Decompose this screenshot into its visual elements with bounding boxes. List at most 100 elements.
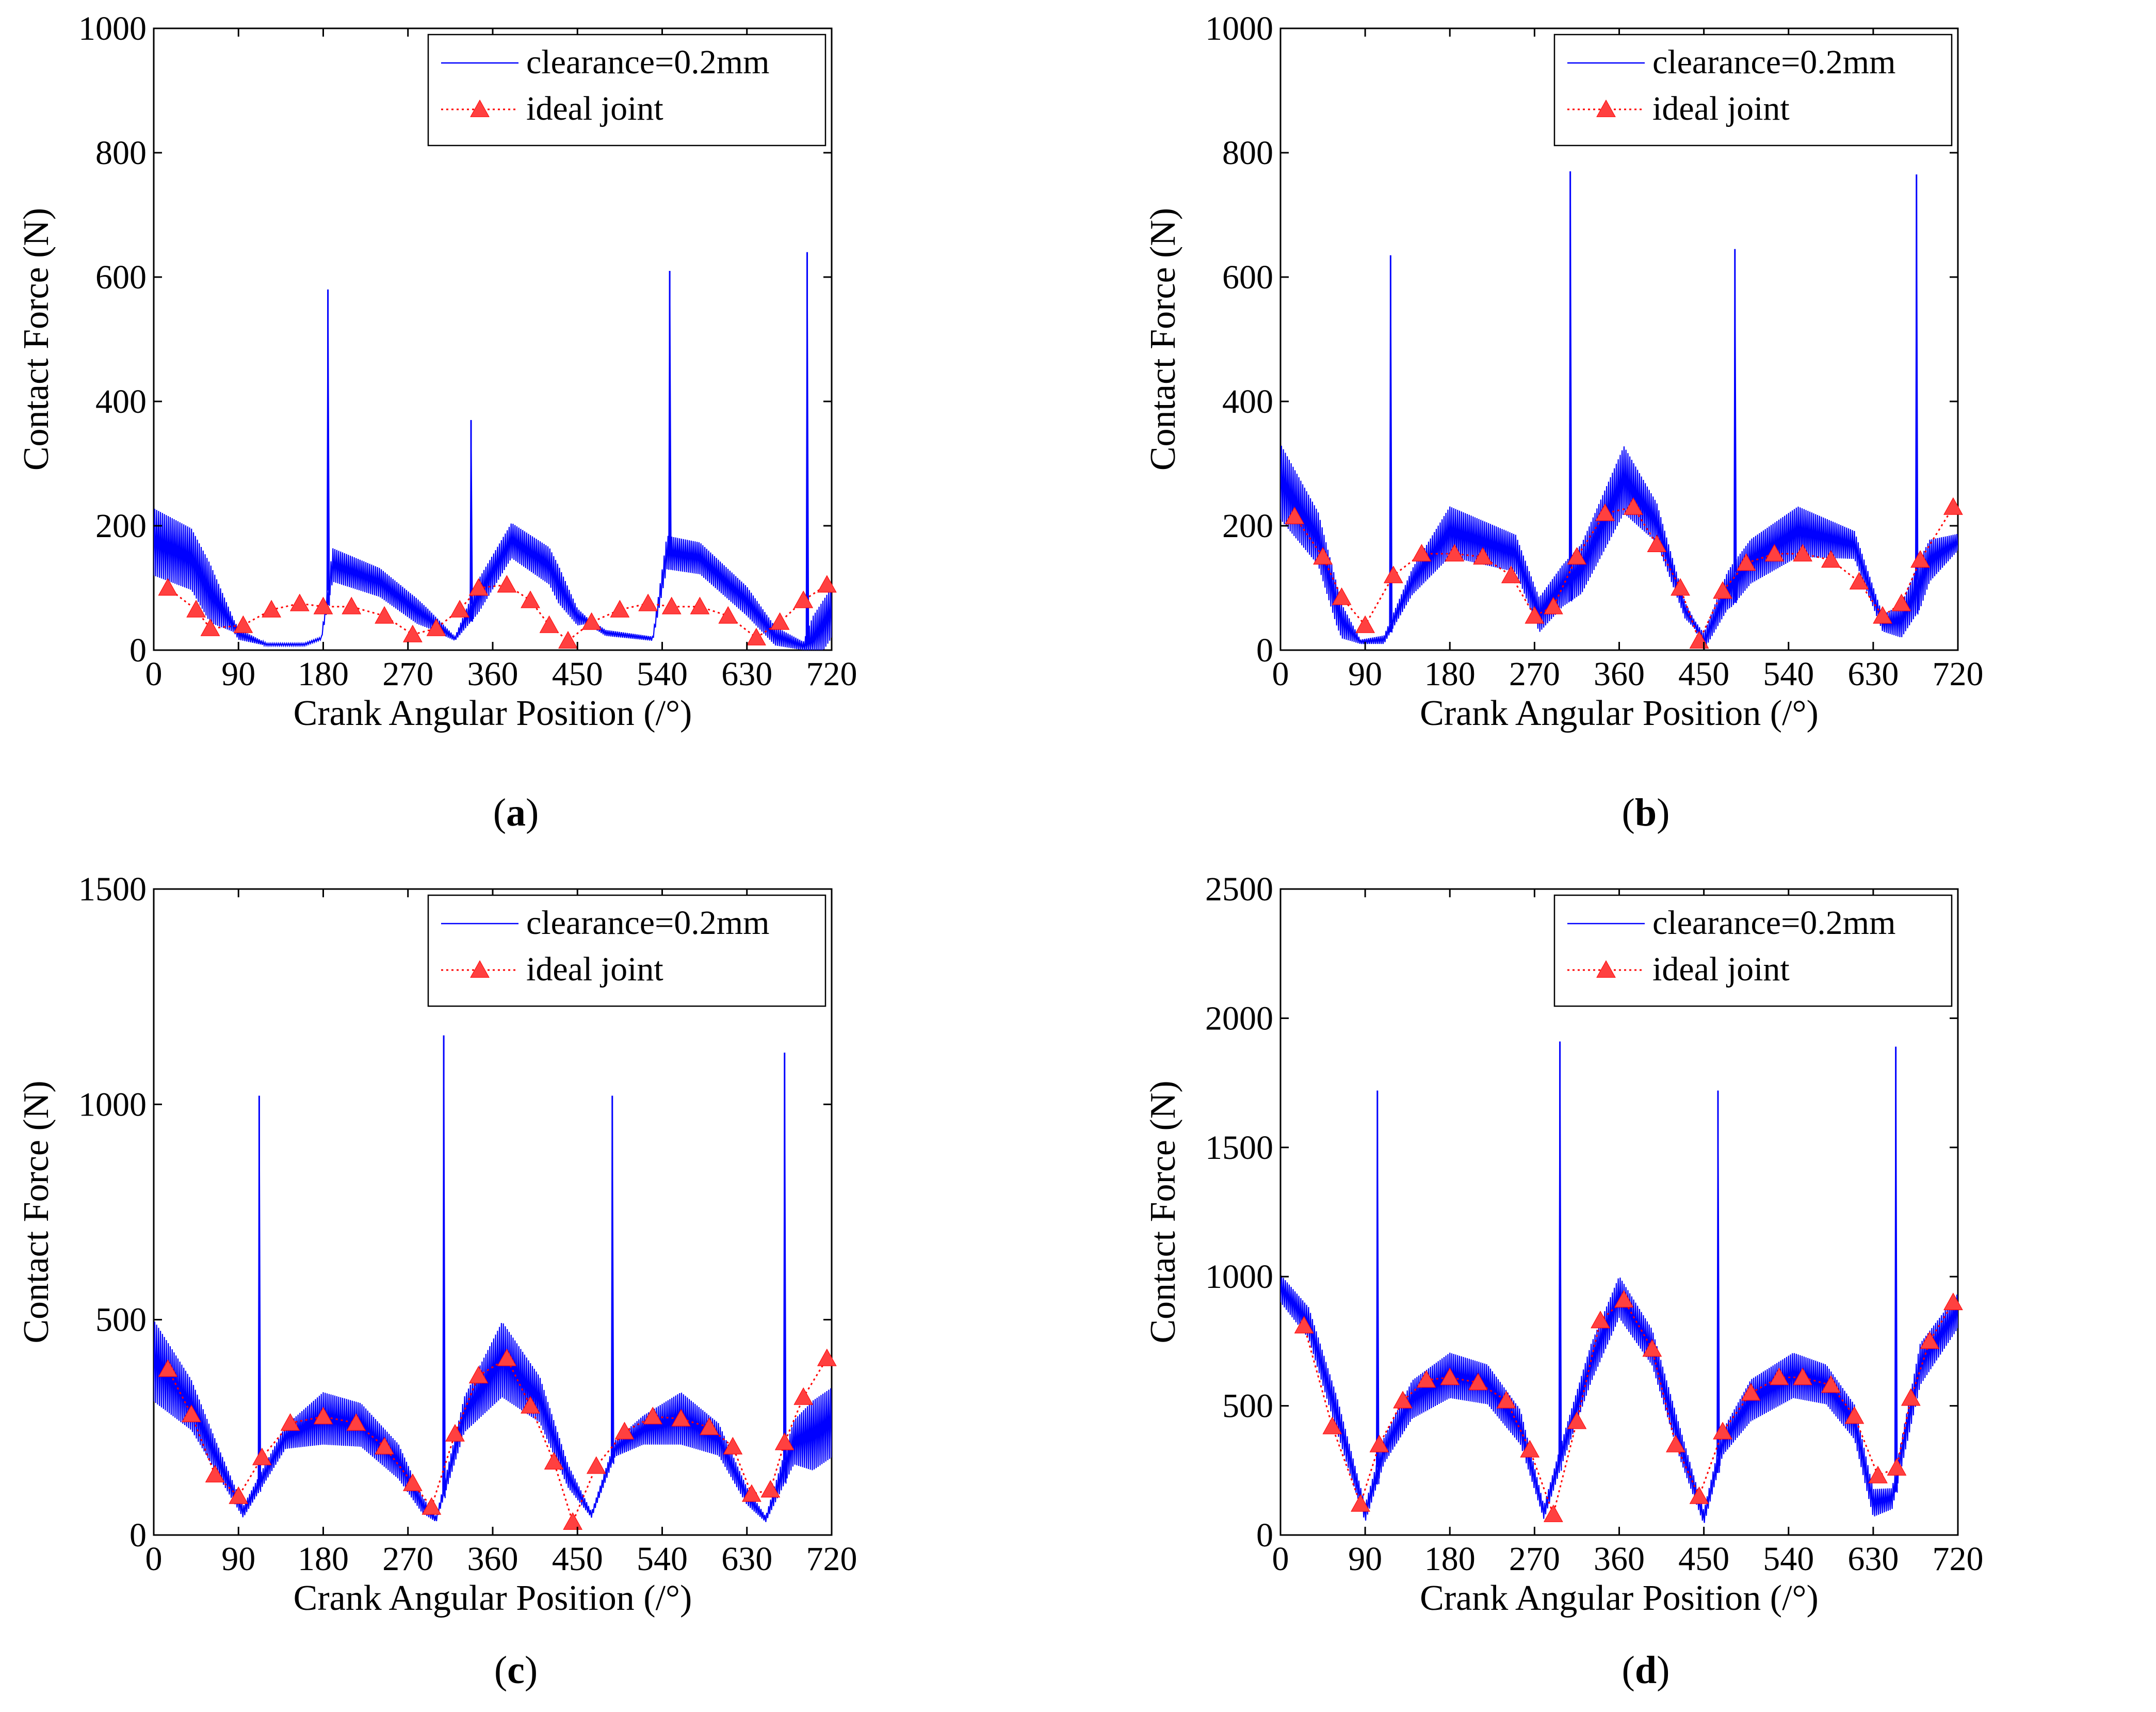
x-tick-label: 630 (721, 655, 772, 693)
ideal-point (1543, 596, 1563, 615)
ideal-point (1416, 1370, 1436, 1388)
ideal-point (1501, 566, 1521, 584)
ideal-point (1520, 1440, 1540, 1458)
y-tick-label: 200 (1222, 507, 1273, 545)
ideal-point (1873, 606, 1892, 624)
x-tick-label: 720 (806, 655, 857, 693)
ideal-point (521, 1396, 540, 1414)
chart-c: 0 90 180 270 360 450 540 630 720 0 500 1000 1500 Cran… (17, 870, 857, 1692)
panel-caption: (c) (494, 1649, 538, 1692)
ideal-point (1868, 1465, 1888, 1483)
x-tick-label: 630 (721, 1540, 772, 1578)
x-tick-label: 0 (145, 1540, 163, 1578)
legend-ideal-marker (470, 99, 490, 117)
ideal-point (774, 1432, 795, 1450)
ideal-point (342, 596, 362, 615)
ideal-point (1525, 606, 1545, 624)
x-tick-label: 360 (467, 655, 518, 693)
x-tick-label: 360 (1594, 655, 1645, 693)
ideal-point (403, 1473, 423, 1491)
ideal-point (723, 1436, 743, 1455)
x-tick-label: 720 (1933, 655, 1984, 693)
x-tick-label: 180 (1424, 1540, 1476, 1578)
ideal-point (1624, 497, 1643, 515)
y-tick-label: 0 (129, 1516, 147, 1554)
x-tick-label: 450 (1678, 655, 1729, 693)
ideal-point (558, 631, 578, 649)
x-tick-label: 540 (1763, 655, 1814, 693)
ideal-point (1369, 1434, 1389, 1452)
ideal-point (200, 618, 220, 636)
series-clearance-line (1280, 171, 1958, 650)
x-tick-label: 540 (1763, 1540, 1814, 1578)
x-tick-label: 270 (1509, 1540, 1560, 1578)
y-tick-label: 1500 (78, 870, 147, 908)
ideal-point (205, 1465, 225, 1483)
ideal-point (1793, 544, 1812, 562)
ideal-point (1887, 1458, 1907, 1476)
ideal-point (1736, 553, 1756, 571)
ideal-point (252, 1447, 272, 1465)
ideal-point (699, 1417, 719, 1435)
panel-caption: (a) (493, 791, 539, 834)
x-tick-label: 720 (1933, 1540, 1984, 1578)
ideal-point (262, 600, 281, 618)
y-axis-label: Contact Force (N) (1143, 1080, 1183, 1343)
ideal-point (817, 1348, 837, 1366)
legend-ideal-label: ideal joint (1652, 950, 1790, 988)
ideal-point (1769, 1367, 1789, 1385)
legend-ideal-marker (1596, 960, 1616, 978)
ideal-point (614, 1422, 635, 1440)
chart-b: 0 90 180 270 360 450 540 630 720 0 200 400 600 800 100… (1143, 10, 1984, 834)
y-tick-label: 0 (129, 632, 147, 669)
ideal-point (182, 1404, 201, 1423)
ideal-point (1844, 1406, 1865, 1424)
y-tick-label: 400 (95, 383, 147, 421)
series-ideal-line (167, 584, 828, 642)
x-tick-label: 450 (1678, 1540, 1729, 1578)
ideal-point (1793, 1367, 1812, 1385)
ideal-point (1322, 1416, 1342, 1434)
ideal-point (1332, 587, 1352, 605)
ideal-point (497, 575, 517, 593)
ideal-point (544, 1452, 564, 1470)
y-tick-label: 2500 (1205, 870, 1273, 908)
ideal-point (1393, 1391, 1413, 1409)
ideal-point (1821, 550, 1841, 568)
series-ideal-line (1303, 1298, 1954, 1517)
ideal-point (1285, 506, 1305, 524)
ideal-point (747, 627, 766, 645)
ideal-point (158, 578, 178, 596)
y-tick-label: 1000 (78, 10, 147, 47)
ideal-point (817, 575, 837, 593)
ideal-point (1671, 578, 1690, 596)
x-tick-label: 360 (1594, 1540, 1645, 1578)
legend-ideal-label: ideal joint (526, 950, 663, 988)
ideal-point (1920, 1331, 1940, 1349)
x-tick-label: 90 (1348, 1540, 1382, 1578)
legend-clearance-label: clearance=0.2mm (526, 904, 769, 942)
ideal-point (450, 600, 469, 618)
ideal-point (610, 600, 630, 618)
ideal-point (563, 1512, 582, 1530)
ideal-point (581, 612, 602, 630)
x-tick-label: 0 (1272, 1540, 1289, 1578)
ideal-point (690, 596, 710, 615)
ideal-point (1445, 544, 1465, 562)
ideal-point (1741, 1383, 1761, 1401)
ideal-point (375, 1436, 394, 1455)
x-tick-label: 540 (637, 1540, 688, 1578)
x-tick-label: 0 (1272, 655, 1289, 693)
legend-ideal-label: ideal joint (1652, 90, 1790, 127)
legend-ideal-marker (1596, 99, 1616, 117)
legend-box (427, 894, 826, 1007)
ideal-point (1591, 1311, 1610, 1329)
x-tick-label: 270 (1509, 655, 1560, 693)
ideal-point (1468, 1372, 1488, 1391)
panel-caption: (d) (1622, 1649, 1670, 1692)
ideal-point (1821, 1375, 1841, 1393)
ideal-point (313, 596, 333, 615)
ideal-point (586, 1456, 606, 1474)
ideal-point (1943, 497, 1963, 515)
x-tick-label: 450 (552, 1540, 603, 1578)
